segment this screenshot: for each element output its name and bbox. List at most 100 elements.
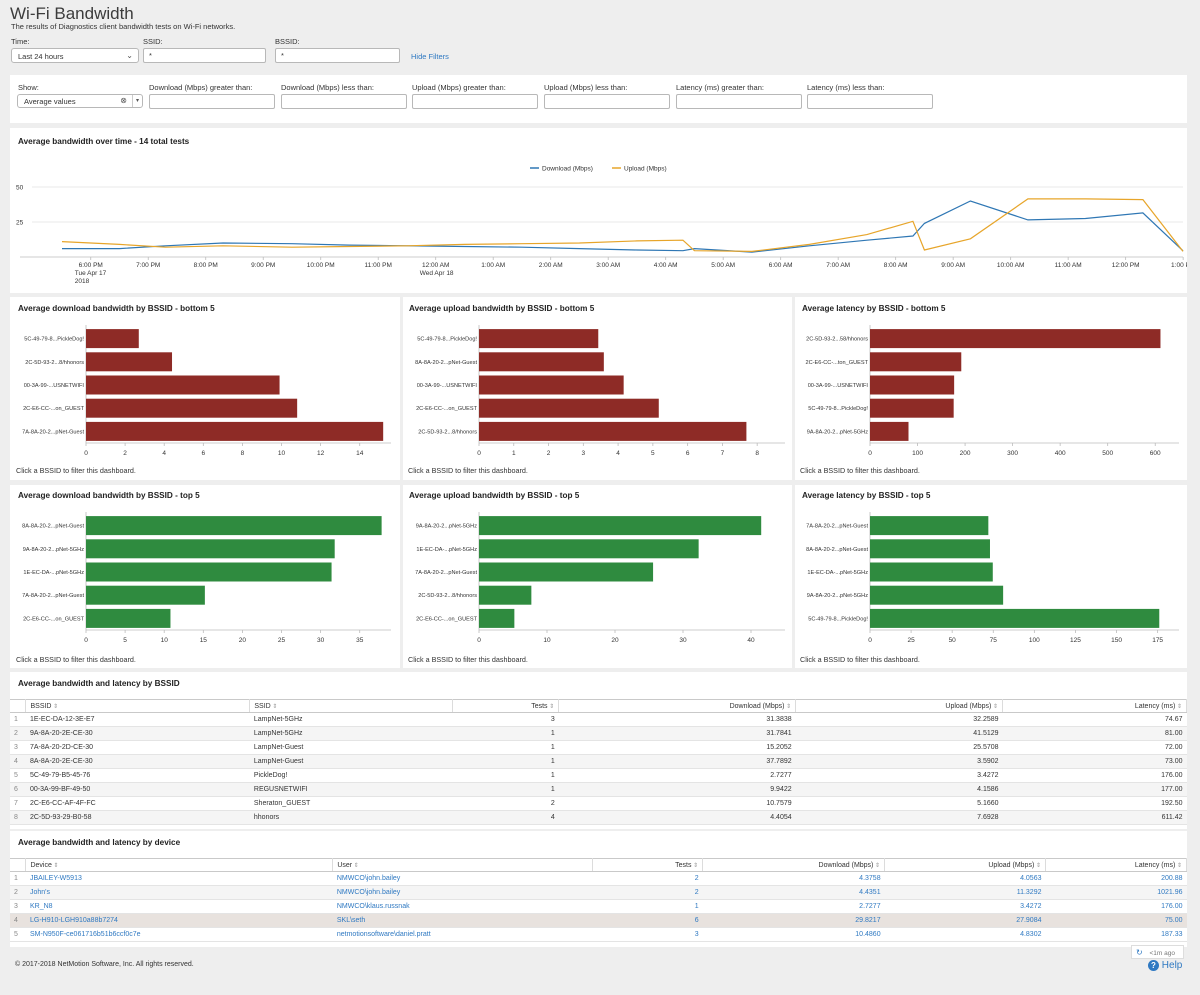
category-label[interactable]: 00-3A-99-...USNETWIFI [24,383,85,389]
bar[interactable] [479,516,762,536]
column-header[interactable]: Tests ⇕ [592,858,704,872]
column-header[interactable]: BSSID ⇕ [25,699,251,713]
table-cell[interactable]: JBAILEY-W5913 [25,871,333,886]
category-label[interactable]: 9A-8A-20-2...pNet-5GHz [416,524,477,530]
sort-icon[interactable]: ⇕ [991,703,999,710]
table-cell[interactable]: 4.0563 [884,871,1046,886]
table-row[interactable]: 2 9A-8A-20-2E-CE-30 LampNet-5GHz 1 31.7841 41… [10,726,1187,741]
bar[interactable] [870,516,989,536]
category-label[interactable]: 9A-8A-20-2...pNet-5GHz [807,593,868,599]
bar[interactable] [86,516,382,536]
table-cell[interactable]: John's [25,885,333,900]
series-line[interactable] [62,200,1184,253]
legend-item[interactable]: Upload (Mbps) [612,166,667,173]
bar[interactable] [870,398,954,418]
table-row[interactable]: 3 7A-8A-20-2D-CE-30 LampNet-Guest 1 15.2052 2… [10,740,1187,755]
table-cell[interactable]: NMWCO\klaus.russnak [332,899,593,914]
legend-item[interactable]: Download (Mbps) [530,166,593,173]
table-cell[interactable]: KR_N8 [25,899,333,914]
upload-gt-input[interactable] [412,94,538,109]
bar[interactable] [870,329,1161,349]
bar[interactable] [870,539,990,559]
table-cell[interactable]: 3 [592,927,703,942]
table-cell[interactable]: NMWCO\john.bailey [332,871,593,886]
table-cell[interactable]: 11.3292 [884,885,1046,900]
category-label[interactable]: 1E-EC-DA-...pNet-5GHz [807,570,868,576]
download-gt-input[interactable] [149,94,275,109]
ssid-input[interactable] [143,48,266,63]
bar[interactable] [870,608,1160,628]
bssid-input[interactable] [275,48,400,63]
bar[interactable] [86,562,332,582]
bar[interactable] [86,352,173,372]
column-header[interactable]: Download (Mbps) ⇕ [558,699,797,713]
column-header[interactable]: Tests ⇕ [452,699,560,713]
category-label[interactable]: 2C-5D-93-2...8/hhonors [418,593,477,599]
table-cell[interactable]: LG-H910-LGH910a88b7274 [25,913,333,928]
table-cell[interactable]: 27.9084 [884,913,1046,928]
table-cell[interactable]: 3.4272 [884,899,1046,914]
sort-icon[interactable]: ⇕ [51,703,59,710]
table-cell[interactable]: SKL\seth [332,913,593,928]
category-label[interactable]: 5C-49-79-8...PickleDog! [417,337,477,343]
table-cell[interactable]: 4.4351 [702,885,885,900]
bar[interactable] [86,585,205,605]
category-label[interactable]: 1E-EC-DA-...pNet-5GHz [23,570,84,576]
table-cell[interactable]: 187.33 [1045,927,1187,942]
category-label[interactable]: 5C-49-79-8...PickleDog! [808,406,868,412]
bar[interactable] [870,375,955,395]
category-label[interactable]: 7A-8A-20-2...pNet-Guest [806,524,868,530]
category-label[interactable]: 8A-8A-20-2...pNet-Guest [806,547,868,553]
sort-icon[interactable]: ⇕ [873,862,881,869]
sort-icon[interactable]: ⇕ [1034,862,1041,869]
bar[interactable] [479,375,624,395]
latency-lt-input[interactable] [807,94,933,109]
category-label[interactable]: 2C-5D-93-2...58/hhonors [806,337,868,343]
table-cell[interactable]: netmotionsoftware\daniel.pratt [332,927,593,942]
category-label[interactable]: 2C-E6-CC-...ton_GUEST [806,360,869,366]
table-cell[interactable]: 176.00 [1045,899,1187,914]
column-header[interactable]: Device ⇕ [25,858,334,872]
bar[interactable] [86,375,280,395]
series-line[interactable] [61,198,1184,253]
bar[interactable] [479,398,659,418]
bar[interactable] [870,421,909,441]
table-cell[interactable]: NMWCO\john.bailey [332,885,593,900]
table-row[interactable]: 6 00-3A-99-BF-49-50 REGUSNETWIFI 1 9.9422 4.1… [10,782,1187,797]
category-label[interactable]: 7A-8A-20-2...pNet-Guest [22,593,84,599]
table-cell[interactable]: 4.3758 [702,871,885,886]
latency-gt-input[interactable] [676,94,802,109]
column-header[interactable]: Upload (Mbps) ⇕ [884,858,1046,872]
bar[interactable] [479,421,747,441]
column-header[interactable]: Latency (ms) ⇕ [1002,699,1187,713]
column-header[interactable]: Download (Mbps) ⇕ [702,858,886,872]
bar[interactable] [86,608,171,628]
table-cell[interactable]: 2.7277 [702,899,885,914]
bar[interactable] [479,608,515,628]
category-label[interactable]: 7A-8A-20-2...pNet-Guest [22,429,84,435]
time-select[interactable]: Last 24 hours ⌄ [11,48,139,63]
category-label[interactable]: 2C-E6-CC-...on_GUEST [416,406,478,412]
refresh-widget[interactable]: ↻ <1m ago [1131,945,1184,959]
table-row[interactable]: 4 8A-8A-20-2E-CE-30 LampNet-Guest 1 37.7892 3… [10,754,1187,769]
table-cell[interactable]: 1021.96 [1045,885,1187,900]
column-header[interactable]: SSID ⇕ [249,699,454,713]
table-row[interactable]: 2 John's NMWCO\john.bailey 2 4.4351 11.3292 10… [10,885,1187,900]
table-cell[interactable]: 2 [592,871,703,886]
clear-icon[interactable]: ⊗ [120,96,127,105]
bar[interactable] [870,562,993,582]
show-select[interactable]: Average values ⊗ ▾ [17,94,143,108]
category-label[interactable]: 2C-E6-CC-...on_GUEST [23,616,85,622]
bar[interactable] [479,539,699,559]
category-label[interactable]: 1E-EC-DA-...pNet-5GHz [416,547,477,553]
bar[interactable] [870,585,1004,605]
table-cell[interactable]: SM-N950F-ce061716b51b6ccf0c7e [25,927,333,942]
upload-lt-input[interactable] [544,94,670,109]
table-cell[interactable]: 29.8217 [702,913,885,928]
bar[interactable] [86,329,139,349]
table-row[interactable]: 8 2C-5D-93-29-B0-58 hhonors 4 4.4054 7.6928 61… [10,810,1187,825]
table-cell[interactable]: 75.00 [1045,913,1187,928]
column-header[interactable]: Latency (ms) ⇕ [1045,858,1187,872]
table-cell[interactable]: 6 [592,913,703,928]
bar[interactable] [870,352,962,372]
